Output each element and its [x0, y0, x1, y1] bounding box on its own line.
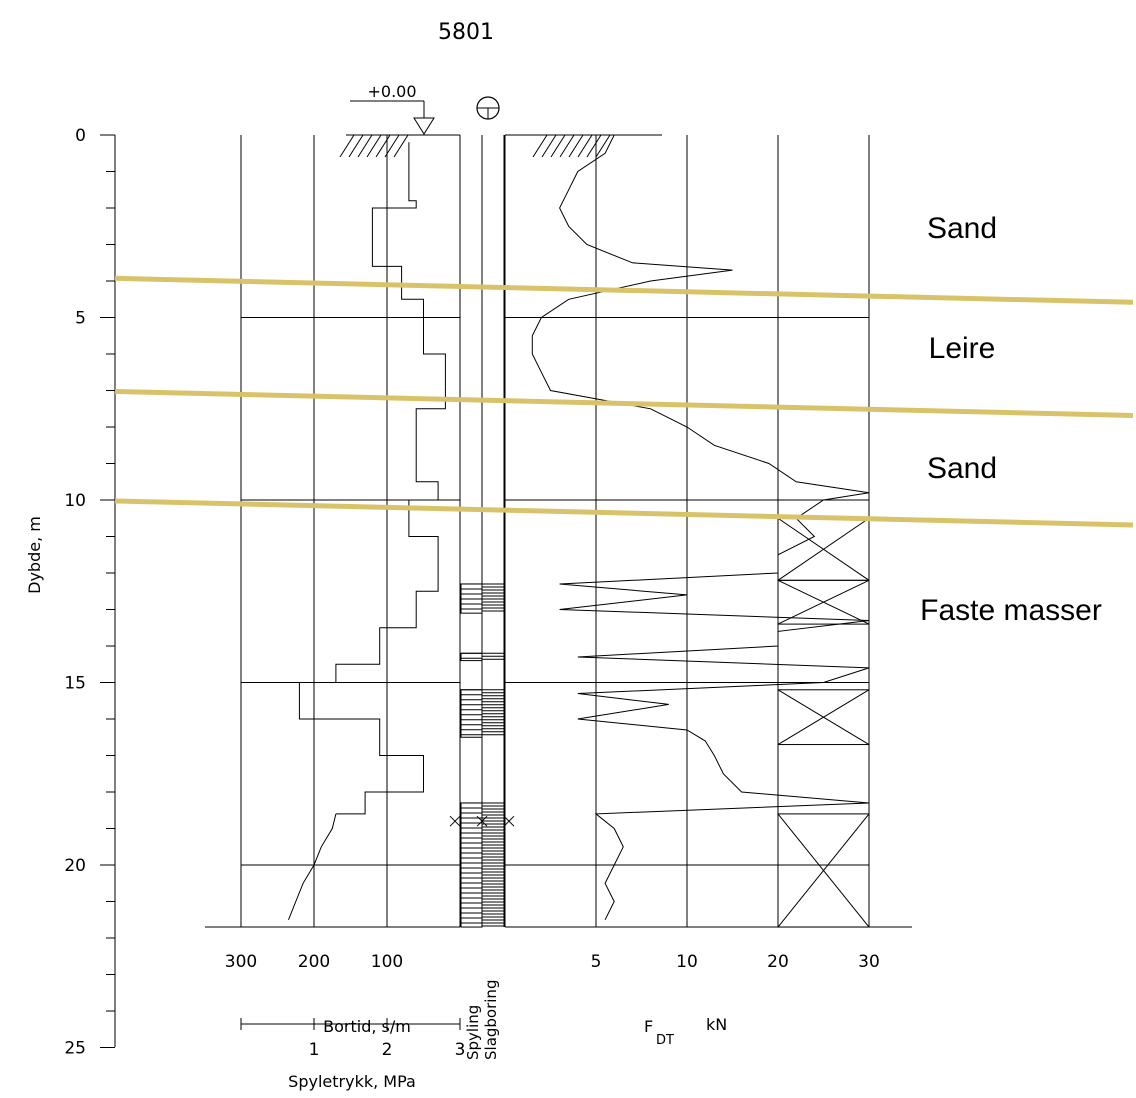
tick-labels: 0 5 10 15 20 25 5 10 20 30 300 200 100 1 2 3	[64, 126, 879, 1060]
depth-tick-label: 15	[64, 674, 86, 694]
spyletrykk-scale	[240, 1018, 461, 1030]
fdt-axis-subscript: DT	[656, 1033, 674, 1048]
layer-boundary-line	[114, 498, 1134, 528]
depth-tick-label: 25	[64, 1039, 86, 1059]
method-columns	[449, 583, 515, 928]
depth-tick-label: 20	[64, 856, 86, 876]
fdt-axis-unit: kN	[706, 1015, 727, 1034]
bortid-axis-label: Bortid, s/m	[323, 1017, 411, 1036]
layer-label: Leire	[929, 332, 996, 365]
fdt-rotation-boxes	[777, 517, 870, 928]
layer-boundary-line	[114, 275, 1134, 305]
fdt-tick-label: 10	[676, 952, 698, 972]
method-label-spyling: Spyling	[464, 1005, 482, 1060]
fdt-tick-label: 20	[767, 952, 789, 972]
depth-axis-label: Dybde, m	[25, 516, 44, 594]
surface-level-label: +0.00	[367, 82, 416, 101]
spyletrykk-tick-label: 2	[382, 1040, 393, 1060]
layer-label: Sand	[927, 452, 997, 485]
layer-boundaries	[114, 275, 1134, 528]
layer-labels: Sand Leire Sand Faste masser	[920, 212, 1102, 627]
bortid-tick-label: 200	[298, 952, 330, 972]
ground-hatching	[339, 134, 611, 158]
fdt-series	[531, 134, 870, 921]
spyletrykk-series	[298, 142, 446, 815]
bortid-tick-label: 100	[371, 952, 403, 972]
spyletrykk-axis-label: Spyletrykk, MPa	[288, 1072, 416, 1091]
surface-marker: +0.00	[350, 82, 500, 135]
depth-tick-label: 10	[64, 491, 86, 511]
fdt-tick-label: 30	[858, 952, 880, 972]
layer-label: Sand	[927, 212, 997, 245]
depth-tick-label: 0	[75, 126, 86, 146]
layer-label: Faste masser	[920, 594, 1102, 627]
spyletrykk-tick-label: 1	[309, 1040, 320, 1060]
method-label-slagboring: Slagboring	[482, 980, 500, 1060]
layer-boundary-line	[114, 388, 1134, 418]
chart-title: 5801	[438, 20, 494, 45]
spyletrykk-tick-label: 3	[455, 1040, 466, 1060]
fdt-axis-label: F	[644, 1017, 653, 1036]
plot-frames	[205, 134, 912, 928]
bortid-series	[288, 813, 337, 920]
depth-axis	[100, 134, 116, 1048]
depth-tick-label: 5	[75, 309, 86, 329]
fdt-tick-label: 5	[591, 952, 602, 972]
bortid-tick-label: 300	[225, 952, 257, 972]
